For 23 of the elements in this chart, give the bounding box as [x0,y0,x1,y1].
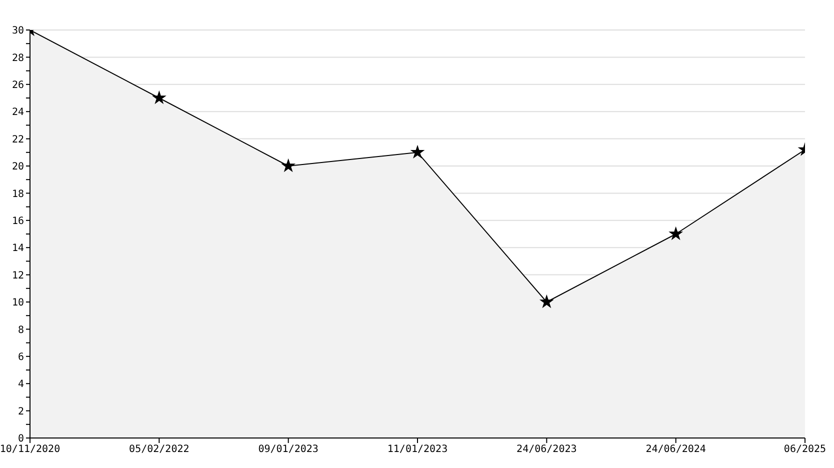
x-tick-label: 09/01/2023 [258,444,318,456]
y-tick-label: 12 [12,270,24,282]
y-tick-label: 28 [12,52,24,64]
x-tick-label: 24/06/2023 [516,444,577,456]
x-tick-label: 10/11/2020 [0,444,60,456]
y-tick-label: 14 [12,243,24,254]
x-tick-label: 24/06/2024 [646,444,706,456]
y-tick-label: 10 [12,298,24,309]
x-tick-label: 11/01/2023 [387,444,448,456]
y-tick-label: 0 [18,434,24,445]
y-tick-label: 26 [12,80,24,91]
x-tick-label: 06/2025 [784,444,826,456]
y-tick-label: 8 [18,324,24,336]
y-tick-label: 4 [18,379,24,390]
x-tick-label: 05/02/2022 [129,444,190,456]
y-tick-label: 2 [18,406,24,418]
y-tick-label: 20 [12,162,24,173]
y-tick-label: 22 [12,134,24,146]
y-tick-label: 18 [12,188,24,200]
y-tick-label: 6 [18,352,24,363]
y-tick-label: 16 [12,216,24,227]
y-tick-label: 30 [12,26,24,37]
y-tick-label: 24 [12,107,24,118]
